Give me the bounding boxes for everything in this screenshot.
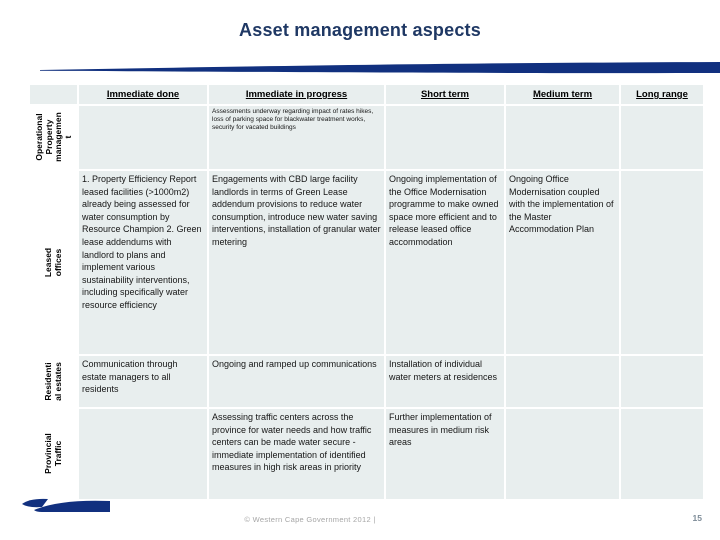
table-cell	[621, 409, 703, 499]
column-header-long-range: Long range	[621, 85, 703, 104]
table-cell	[386, 106, 504, 169]
column-header-immediate-in-progress: Immediate in progress	[209, 85, 384, 104]
column-header-short-term: Short term	[386, 85, 504, 104]
bottom-left-swoosh-decoration	[22, 498, 110, 512]
column-header-immediate-done: Immediate done	[79, 85, 207, 104]
table-cell: Further implementation of measures in me…	[386, 409, 504, 499]
row-label-provincial-traffic: Provincial Traffic	[30, 409, 77, 499]
row-label-operational-property-management: Operational Property managemen t	[30, 106, 77, 169]
page-number: 15	[692, 513, 702, 523]
table-cell: Ongoing implementation of the Office Mod…	[386, 171, 504, 354]
table-cell: 1. Property Efficiency Report leased fac…	[79, 171, 207, 354]
row-label-text: Residenti al estates	[42, 362, 63, 401]
table-cell: Ongoing Office Modernisation coupled wit…	[506, 171, 619, 354]
table-cell	[79, 409, 207, 499]
table-cell: Installation of individual water meters …	[386, 356, 504, 407]
table-cell: Assessing traffic centers across the pro…	[209, 409, 384, 499]
row-label-text: Provincial Traffic	[42, 433, 63, 475]
table-corner-cell	[30, 85, 77, 104]
table-cell	[79, 106, 207, 169]
table-cell: Ongoing and ramped up communications	[209, 356, 384, 407]
table-cell: Assessments underway regarding impact of…	[209, 106, 384, 169]
table-cell: Engagements with CBD large facility land…	[209, 171, 384, 354]
table-cell	[621, 171, 703, 354]
footer-copyright: © Western Cape Government 2012 |	[244, 515, 376, 524]
row-label-leased-offices: Leased offices	[30, 171, 77, 354]
row-label-residential-estates: Residenti al estates	[30, 356, 77, 407]
column-header-medium-term: Medium term	[506, 85, 619, 104]
asset-management-table: Immediate done Immediate in progress Sho…	[30, 85, 703, 499]
row-label-text: Operational Property managemen t	[33, 112, 73, 163]
table-cell	[621, 106, 703, 169]
top-swoosh-decoration	[40, 62, 720, 74]
page-title: Asset management aspects	[239, 20, 481, 40]
table-cell	[506, 106, 619, 169]
table-cell: Communication through estate managers to…	[79, 356, 207, 407]
table-cell	[506, 409, 619, 499]
row-label-text: Leased offices	[42, 247, 63, 278]
table-cell	[621, 356, 703, 407]
table-cell	[506, 356, 619, 407]
